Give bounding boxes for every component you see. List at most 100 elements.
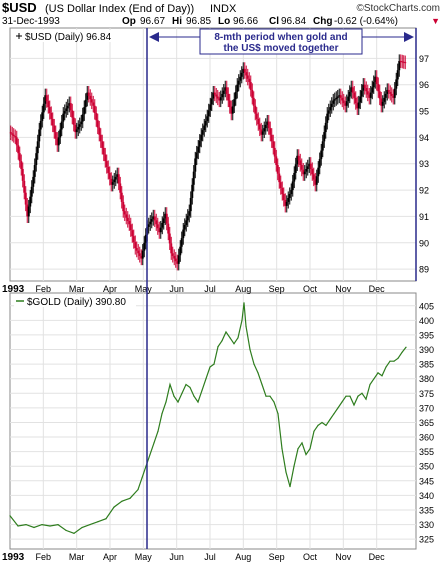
usd-candle-body-245 (377, 84, 380, 92)
usd-candle-body-75 (122, 201, 125, 212)
gold-point-70 (349, 395, 351, 397)
gold-y-tick-label-10: 375 (419, 389, 434, 399)
usd-candle-body-97 (155, 220, 158, 225)
usd-candle-body-0 (9, 132, 12, 134)
usd-candle-body-127 (200, 134, 203, 141)
usd-candle-body-19 (38, 129, 41, 142)
usd-candle-body-165 (257, 118, 260, 125)
usd-candle-body-90 (144, 234, 147, 243)
usd-candle-body-5 (17, 145, 20, 154)
usd-candle-body-138 (216, 96, 219, 99)
usd-candle-body-41 (71, 110, 74, 118)
usd-candle-body-64 (105, 161, 108, 168)
usd-candle-body-254 (390, 93, 393, 96)
usd-candle-body-85 (137, 250, 140, 254)
gold-point-2 (25, 523, 27, 526)
usd-candle-body-104 (165, 213, 168, 224)
usd-candle-body-47 (80, 121, 83, 125)
gold-point-61 (313, 430, 315, 432)
usd-candle-body-73 (119, 183, 122, 193)
usd-candle-body-187 (290, 190, 293, 195)
usd-candle-body-167 (260, 129, 263, 135)
gold-point-77 (377, 372, 379, 374)
usd-candle-body-243 (374, 76, 377, 83)
usd-candle-body-161 (251, 89, 254, 98)
usd-candle-body-151 (236, 84, 239, 92)
usd-candle-body-207 (320, 150, 323, 160)
usd-candle-body-242 (372, 82, 375, 88)
usd-candle-body-21 (41, 112, 44, 121)
usd-candle-body-184 (285, 201, 288, 206)
usd-candle-body-3 (14, 136, 17, 138)
gold-point-16 (137, 488, 139, 491)
usd-candle-body-210 (324, 122, 327, 133)
gold-point-49 (265, 395, 267, 397)
usd-candle-body-105 (167, 223, 170, 234)
gold-point-26 (177, 401, 179, 403)
usd-candle-body-142 (222, 90, 225, 94)
usd-candle-body-189 (293, 172, 296, 182)
usd-candle-body-82 (132, 236, 135, 243)
usd-candle-body-18 (36, 141, 39, 154)
usd-candle-body-61 (101, 141, 104, 148)
usd-candle-body-228 (351, 87, 354, 93)
usd-x-tick-label-7: Aug (235, 284, 251, 294)
usd-candle-body-6 (18, 153, 21, 162)
usd-y-tick-label-3: 92 (419, 186, 429, 196)
usd-candle-body-208 (321, 141, 324, 151)
gold-point-55 (289, 486, 291, 488)
usd-candle-body-50 (84, 99, 87, 108)
usd-candle-body-98 (156, 224, 159, 229)
usd-candle-body-95 (152, 216, 155, 220)
usd-candle-body-112 (177, 255, 180, 264)
gold-point-83 (401, 351, 403, 354)
usd-candle-body-246 (378, 91, 381, 99)
change-value: -0.62 (-0.64%) (334, 16, 398, 27)
gold-x-tick-label-8: Sep (269, 552, 285, 562)
usd-candle-body-120 (189, 197, 192, 212)
usd-candle-body-198 (306, 166, 309, 169)
usd-candle-body-194 (300, 165, 303, 170)
gold-y-tick-label-13: 390 (419, 345, 434, 355)
usd-candle-body-11 (26, 204, 29, 217)
usd-candle-body-154 (240, 72, 243, 77)
usd-candle-body-241 (371, 87, 374, 93)
gold-point-75 (369, 383, 371, 386)
gold-point-34 (209, 366, 211, 368)
usd-x-tick-label-4: May (135, 284, 153, 294)
usd-candle-body-221 (341, 97, 344, 101)
usd-candle-body-204 (315, 176, 318, 185)
gold-y-axis: 325 330 335 340 345 350 355 360 365 370 375 380 385 3… (419, 301, 434, 544)
gold-point-6 (57, 523, 59, 526)
usd-y-tick-label-8: 97 (419, 54, 429, 64)
usd-candle-body-160 (249, 82, 252, 90)
usd-candle-body-135 (212, 92, 215, 99)
usd-candle-body-72 (117, 174, 120, 184)
usd-candle-body-186 (288, 194, 291, 198)
usd-candle-body-117 (185, 220, 188, 225)
usd-y-tick-label-2: 91 (419, 212, 429, 222)
usd-candle-body-249 (383, 97, 386, 102)
date-label: 31-Dec-1993 (2, 16, 60, 27)
gold-point-66 (333, 413, 335, 415)
annotation-line-1: 8-mth period when gold and (214, 32, 347, 43)
gold-point-46 (253, 363, 255, 365)
usd-candle-body-240 (369, 92, 372, 98)
usd-candle-body-229 (353, 92, 356, 98)
gold-x-tick-label-2: Mar (69, 552, 85, 562)
usd-candle-body-126 (198, 140, 201, 147)
usd-candle-body-230 (354, 97, 357, 104)
usd-candle-body-51 (86, 92, 89, 100)
gold-point-32 (201, 389, 203, 391)
usd-candle-body-146 (228, 100, 231, 108)
usd-candle-body-46 (78, 124, 81, 127)
usd-candle-body-141 (221, 93, 224, 98)
gold-point-28 (185, 383, 187, 386)
usd-candle-body-205 (317, 167, 320, 177)
usd-candle-body-58 (96, 120, 99, 128)
usd-candle-body-169 (263, 128, 266, 132)
usd-legend-bg (14, 30, 122, 42)
gold-point-3 (33, 526, 35, 529)
usd-x-tick-label-9: Oct (303, 284, 318, 294)
